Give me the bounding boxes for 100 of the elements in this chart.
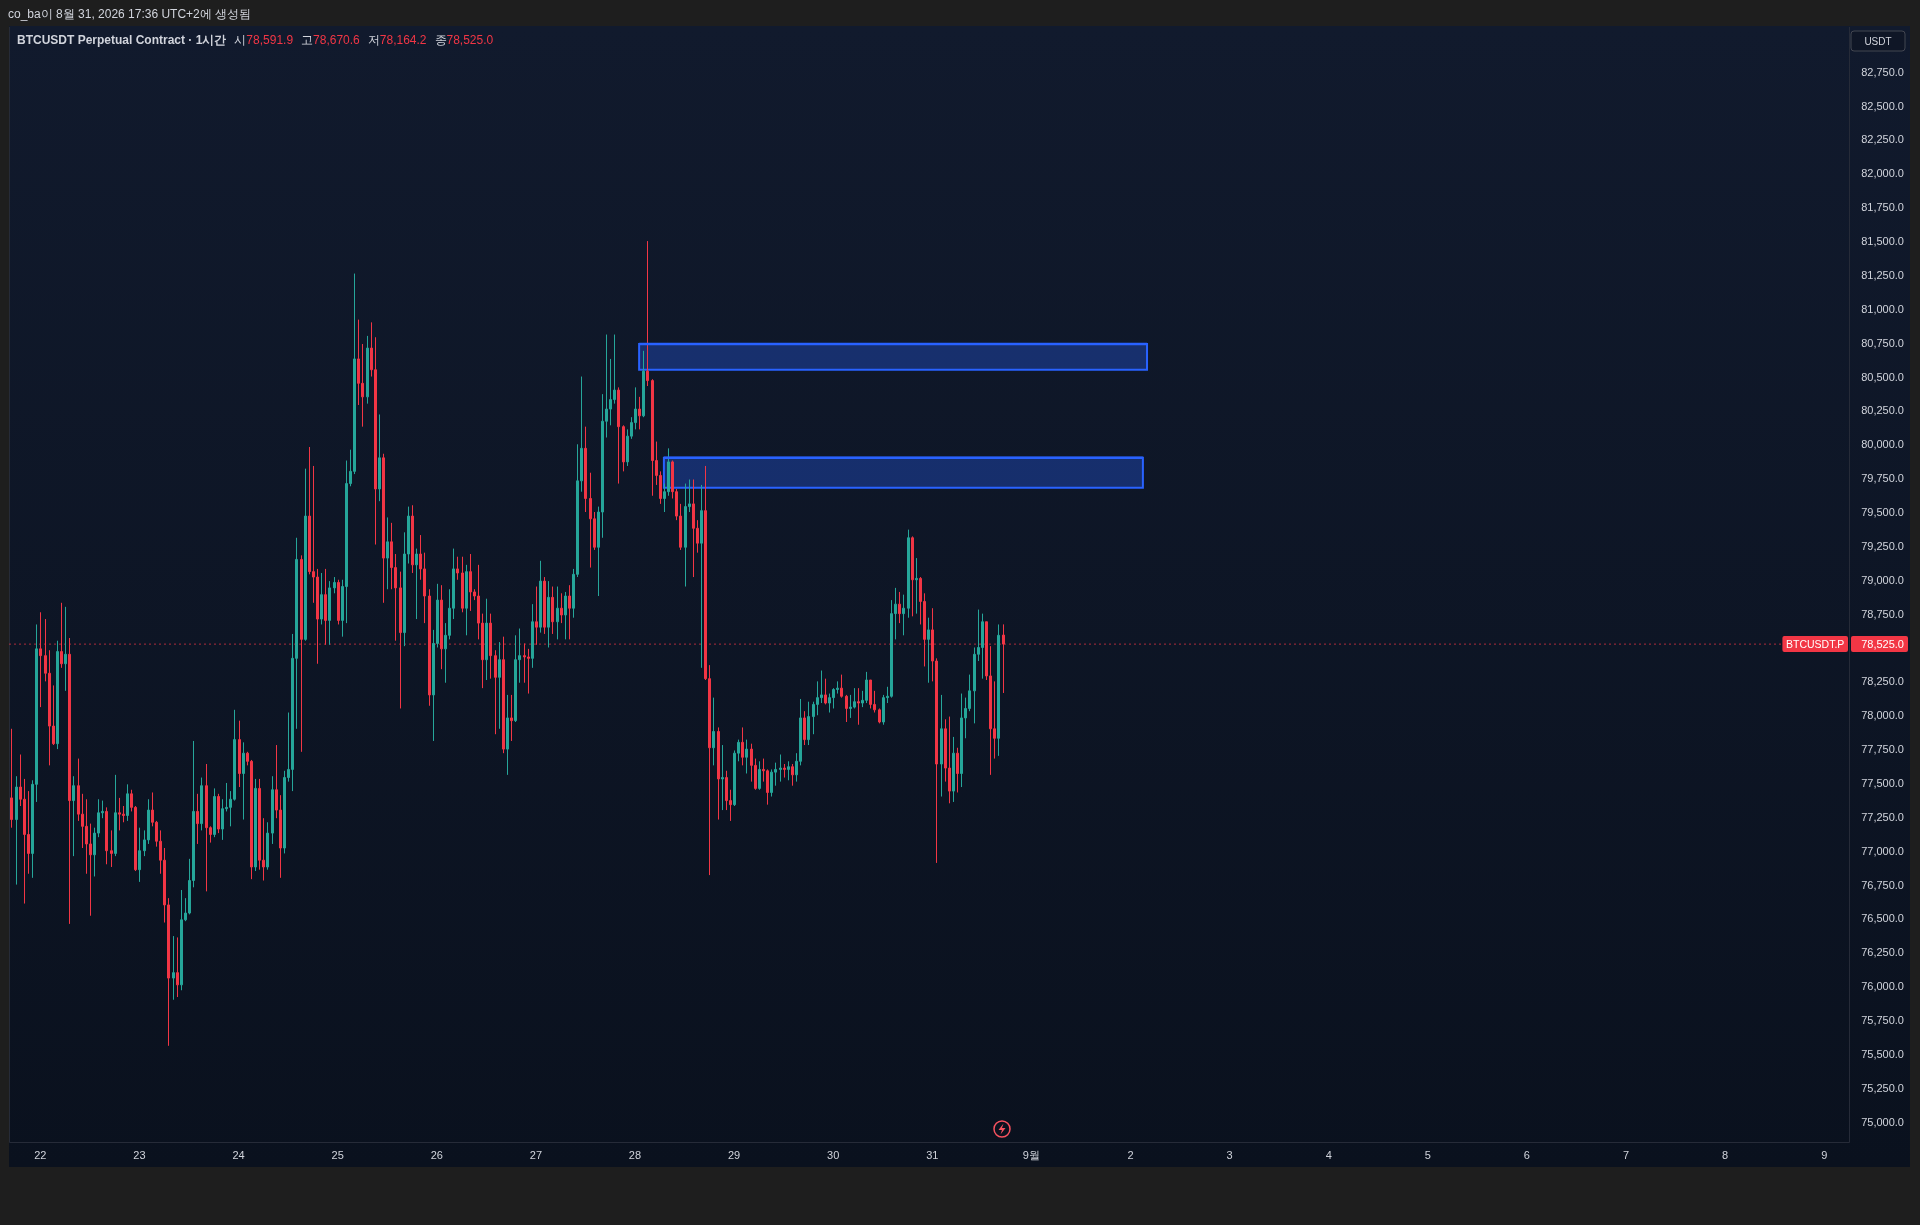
y-tick-label: 79,500.0	[1861, 506, 1904, 519]
candlestick	[651, 378, 654, 497]
candlestick	[378, 413, 381, 502]
text: BTCUSDT Perpetual Contract · 1시간	[17, 32, 227, 49]
candlestick	[902, 594, 905, 636]
candlestick	[456, 556, 459, 581]
y-tick-label: 80,250.0	[1861, 404, 1904, 417]
candlestick	[564, 591, 567, 640]
candlestick	[415, 548, 418, 620]
candlestick	[638, 396, 641, 430]
candlestick	[105, 806, 108, 865]
x-tick-label: 5	[1424, 1149, 1431, 1161]
y-tick-label: 80,500.0	[1861, 370, 1904, 383]
candlestick	[469, 553, 472, 612]
candlestick	[779, 754, 782, 783]
candlestick	[700, 484, 703, 669]
annotation: 시78,591.9	[234, 33, 294, 47]
x-tick-label: 31	[926, 1149, 939, 1161]
candlestick	[461, 556, 464, 613]
x-tick-label: 28	[628, 1149, 642, 1161]
candlestick	[510, 694, 513, 742]
candlestick	[981, 613, 984, 680]
x-tick-label: 9월	[1022, 1149, 1040, 1161]
candlestick	[551, 586, 554, 635]
candlestick	[684, 483, 687, 588]
candlestick	[506, 694, 509, 776]
x-tick-label: 27	[529, 1149, 543, 1161]
candlestick	[940, 694, 943, 798]
candlestick	[114, 774, 117, 857]
candlestick	[721, 744, 724, 811]
y-tick-label: 75,250.0	[1861, 1081, 1904, 1094]
annotation: 고78,670.6	[301, 33, 360, 47]
candlestick	[758, 760, 761, 791]
x-tick-label: 9	[1821, 1149, 1828, 1161]
candlestick	[428, 588, 431, 707]
x-tick-label: 8	[1722, 1149, 1729, 1161]
candlestick	[589, 472, 592, 569]
y-tick-label: 78,250.0	[1861, 675, 1904, 688]
candlestick	[791, 763, 794, 787]
candlestick	[266, 821, 269, 871]
candlestick	[556, 586, 559, 640]
y-tick-label: 79,750.0	[1861, 472, 1904, 485]
candlestick	[118, 797, 121, 831]
x-tick-label: 30	[827, 1149, 840, 1161]
candlestick	[333, 576, 336, 594]
candlestick	[787, 760, 790, 781]
annotation: 저78,164.2	[367, 33, 427, 47]
candlestick	[911, 535, 914, 617]
candlestick	[543, 576, 546, 635]
candlestick	[337, 579, 340, 625]
y-tick-label: 77,750.0	[1861, 743, 1904, 756]
y-tick-label: 82,000.0	[1861, 167, 1904, 180]
candlestick	[242, 741, 245, 821]
y-tick-label: 76,000.0	[1861, 980, 1904, 993]
y-tick-label: 77,500.0	[1861, 776, 1904, 789]
x-tick-label: 3	[1226, 1149, 1233, 1161]
candlestick	[878, 707, 881, 724]
candlestick	[72, 775, 75, 857]
x-tick-label: 29	[727, 1149, 741, 1161]
candlestick	[531, 603, 534, 669]
candlestick	[494, 649, 497, 735]
y-tick-label: 78,750.0	[1861, 607, 1904, 620]
candlestick	[741, 726, 744, 766]
x-tick-label: 6	[1523, 1149, 1530, 1161]
candlestick	[465, 564, 468, 636]
candlestick	[956, 747, 959, 793]
y-tick-label: 78,000.0	[1861, 709, 1904, 722]
candlestick	[320, 572, 323, 625]
candlestick	[196, 793, 199, 845]
y-tick-label: 75,000.0	[1861, 1115, 1904, 1128]
candlestick	[411, 504, 414, 574]
y-tick-label: 81,750.0	[1861, 201, 1904, 214]
y-tick-label: 82,250.0	[1861, 133, 1904, 146]
candlestick	[64, 606, 67, 692]
y-tick-label: 82,500.0	[1861, 99, 1904, 112]
x-tick-label: 4	[1325, 1149, 1332, 1161]
candlestick	[238, 720, 241, 788]
candlestick	[110, 829, 113, 868]
candlestick	[15, 775, 18, 886]
candlestick	[498, 641, 501, 730]
candlestick	[915, 557, 918, 615]
candlestick	[180, 889, 183, 991]
candlestick	[898, 591, 901, 624]
y-tick-label: 79,250.0	[1861, 539, 1904, 552]
y-tick-label: 78,525.0	[1861, 638, 1904, 651]
x-tick-label: 26	[430, 1149, 443, 1161]
x-tick-label: 2	[1127, 1149, 1134, 1161]
x-tick-label: 7	[1622, 1149, 1630, 1161]
x-tick-label: 23	[133, 1149, 146, 1161]
candlestick	[386, 516, 389, 590]
candlestick	[56, 640, 59, 750]
y-axis-title: USDT	[1864, 35, 1892, 47]
x-tick-label: 22	[34, 1149, 47, 1161]
candlestick	[617, 386, 620, 485]
candlestick	[254, 778, 257, 872]
candlestick	[717, 726, 720, 821]
x-tick-label: 25	[331, 1149, 344, 1161]
candlestick	[622, 424, 625, 472]
candlestick	[642, 350, 645, 418]
y-tick-label: 76,250.0	[1861, 946, 1904, 959]
